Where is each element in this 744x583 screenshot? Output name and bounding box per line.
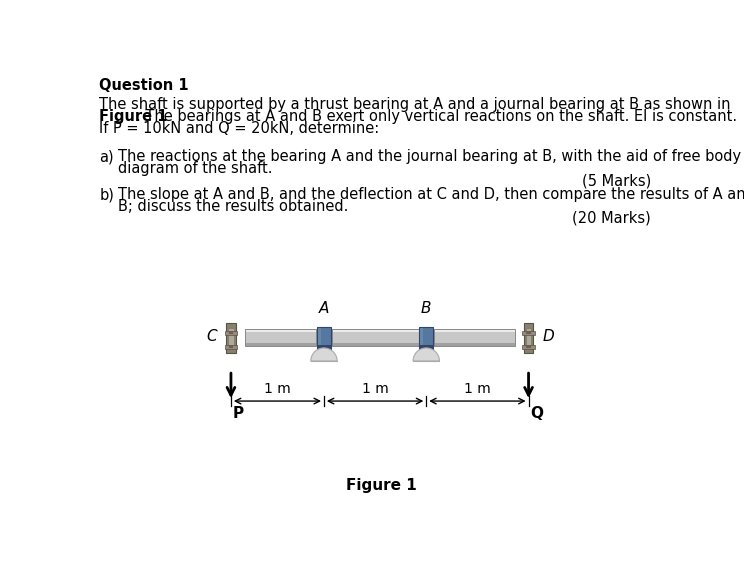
- Text: Figure 1: Figure 1: [346, 478, 417, 493]
- Bar: [225, 345, 237, 349]
- Text: 1 m: 1 m: [362, 382, 388, 396]
- Wedge shape: [311, 348, 337, 361]
- Bar: [526, 328, 531, 348]
- Text: A: A: [318, 301, 329, 317]
- Text: If P = 10kN and Q = 20kN, determine:: If P = 10kN and Q = 20kN, determine:: [99, 121, 379, 136]
- Bar: [317, 345, 331, 349]
- Bar: [526, 345, 531, 348]
- Bar: [228, 328, 234, 348]
- Text: diagram of the shaft.: diagram of the shaft.: [118, 161, 272, 176]
- Text: (5 Marks): (5 Marks): [582, 173, 651, 188]
- Bar: [317, 327, 331, 349]
- Bar: [245, 332, 316, 343]
- Bar: [228, 345, 234, 348]
- Bar: [434, 329, 515, 346]
- Bar: [420, 345, 433, 349]
- Bar: [225, 331, 237, 335]
- Bar: [245, 343, 316, 346]
- Bar: [226, 324, 236, 353]
- Bar: [322, 349, 326, 361]
- Text: D: D: [542, 329, 554, 344]
- Bar: [332, 329, 419, 332]
- Bar: [332, 332, 419, 343]
- Text: P: P: [233, 406, 243, 421]
- Text: B: B: [421, 301, 432, 317]
- Bar: [318, 328, 321, 348]
- Text: Question 1: Question 1: [99, 78, 189, 93]
- Text: 1 m: 1 m: [264, 382, 291, 396]
- Bar: [434, 343, 515, 346]
- Text: Q: Q: [530, 406, 543, 421]
- Text: The shaft is supported by a thrust bearing at A and a journal bearing at B as sh: The shaft is supported by a thrust beari…: [99, 97, 731, 112]
- Text: b): b): [99, 187, 114, 202]
- Text: 1 m: 1 m: [464, 382, 491, 396]
- Bar: [434, 329, 515, 332]
- Bar: [228, 331, 234, 334]
- Bar: [332, 329, 419, 346]
- Bar: [522, 345, 535, 349]
- Text: C: C: [206, 329, 217, 344]
- Bar: [526, 331, 531, 334]
- Bar: [332, 343, 419, 346]
- Wedge shape: [413, 348, 440, 361]
- Text: The reactions at the bearing A and the journal bearing at B, with the aid of fre: The reactions at the bearing A and the j…: [118, 149, 741, 164]
- Text: (20 Marks): (20 Marks): [572, 211, 651, 226]
- Text: The slope at A and B, and the deflection at C and D, then compare the results of: The slope at A and B, and the deflection…: [118, 187, 744, 202]
- Bar: [420, 327, 433, 349]
- Bar: [245, 329, 316, 332]
- Bar: [425, 349, 428, 361]
- Bar: [522, 331, 535, 335]
- Text: . The bearings at A and B exert only vertical reactions on the shaft. EI is cons: . The bearings at A and B exert only ver…: [136, 109, 737, 124]
- Text: B; discuss the results obtained.: B; discuss the results obtained.: [118, 199, 348, 214]
- Bar: [434, 332, 515, 343]
- Bar: [524, 324, 533, 353]
- Text: Figure 1: Figure 1: [99, 109, 167, 124]
- Text: a): a): [99, 149, 114, 164]
- Bar: [420, 328, 423, 348]
- Bar: [245, 329, 316, 346]
